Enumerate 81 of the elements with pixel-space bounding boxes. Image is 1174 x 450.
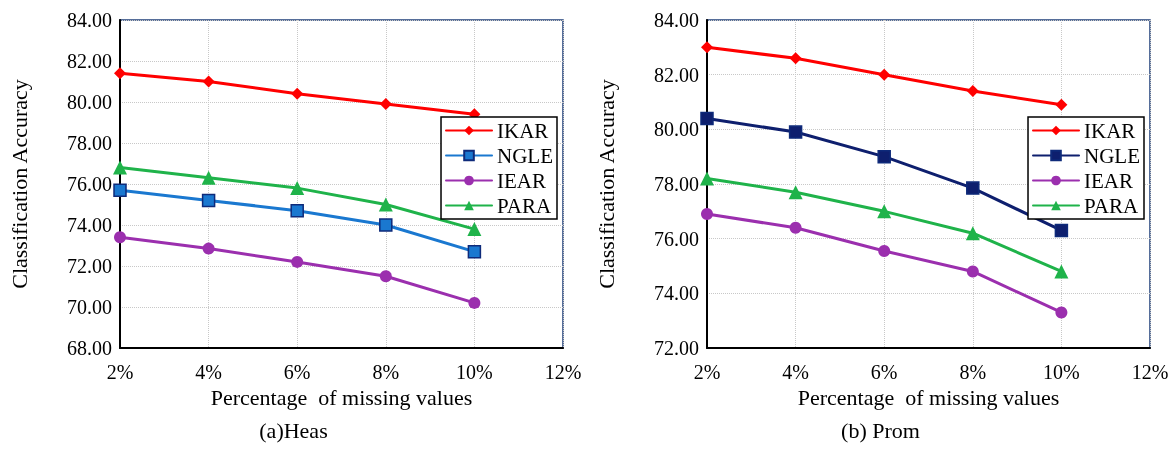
x-tick-label: 10% <box>456 361 493 383</box>
point <box>468 296 481 309</box>
y-tick-label: 84.00 <box>654 9 699 31</box>
y-tick-label: 78.00 <box>654 173 699 195</box>
point <box>201 193 216 208</box>
point <box>290 203 304 218</box>
y-tick-label: 72.00 <box>654 337 699 359</box>
point <box>877 149 891 164</box>
legend-label: IKAR <box>1084 118 1136 143</box>
point <box>467 244 482 259</box>
y-tick-label: 74.00 <box>654 282 699 305</box>
x-tick-label: 12% <box>544 361 582 383</box>
legend-label: IEAR <box>497 168 547 193</box>
y-tick-label: 72.00 <box>67 255 112 277</box>
point <box>202 75 215 88</box>
point <box>701 41 713 54</box>
y-tick-label: 76.00 <box>67 173 112 195</box>
point <box>789 52 802 65</box>
point <box>700 111 714 126</box>
point <box>1055 306 1068 319</box>
point <box>291 255 304 268</box>
legend-label: IKAR <box>497 118 549 143</box>
x-tick-label: 6% <box>870 361 898 383</box>
y-tick-label: 78.00 <box>67 132 112 154</box>
y-axis-title: Classification Accuracy <box>593 79 619 289</box>
y-tick-label: 74.00 <box>67 214 112 236</box>
point <box>291 87 304 100</box>
y-tick-label: 82.00 <box>67 50 112 72</box>
point <box>379 218 393 232</box>
point <box>878 244 891 257</box>
legend-label: NGLE <box>497 143 554 168</box>
x-tick-label: 8% <box>959 361 987 383</box>
point <box>1055 98 1068 111</box>
x-tick-label: 2% <box>693 361 721 383</box>
legend-label: NGLE <box>1084 143 1141 168</box>
x-tick-label: 4% <box>782 361 809 383</box>
x-tick-label: 2% <box>106 361 134 383</box>
point <box>966 181 980 195</box>
point <box>700 171 714 186</box>
point <box>113 183 127 197</box>
point <box>202 242 215 255</box>
point <box>966 265 979 278</box>
x-tick-label: 8% <box>372 361 400 383</box>
x-axis-title: Percentage of missing values <box>797 385 1060 411</box>
text: (a)Heas <box>259 417 328 443</box>
point <box>1054 223 1069 238</box>
point <box>966 85 979 98</box>
x-tick-label: 4% <box>195 361 222 383</box>
point <box>878 68 891 81</box>
point <box>789 221 802 234</box>
x-tick-label: 12% <box>1131 361 1169 383</box>
point <box>788 125 803 139</box>
y-tick-label: 82.00 <box>654 63 699 86</box>
y-axis-title: Classification Accuracy <box>6 79 32 289</box>
point <box>379 270 392 283</box>
legend-label: PARA <box>497 193 552 218</box>
y-tick-label: 76.00 <box>654 227 699 250</box>
y-tick-label: 80.00 <box>654 118 699 141</box>
point <box>378 197 393 212</box>
point <box>467 222 482 237</box>
x-tick-label: 10% <box>1043 361 1080 383</box>
legend-label: PARA <box>1084 193 1139 218</box>
y-tick-label: 68.00 <box>67 337 112 359</box>
point <box>877 204 892 219</box>
text: (b) Prom <box>841 417 920 443</box>
point <box>788 185 803 200</box>
y-tick-label: 80.00 <box>67 91 112 113</box>
x-axis-title: Percentage of missing values <box>210 385 473 411</box>
y-tick-label: 70.00 <box>67 296 112 318</box>
point <box>701 208 713 221</box>
point <box>290 181 305 196</box>
point <box>114 67 126 80</box>
y-tick-label: 84.00 <box>67 9 112 31</box>
point <box>113 160 127 175</box>
point <box>965 226 980 241</box>
point <box>114 231 126 244</box>
point <box>1054 264 1069 279</box>
x-tick-label: 6% <box>283 361 311 383</box>
legend-label: IEAR <box>1084 168 1134 193</box>
point <box>201 170 216 185</box>
point <box>379 98 392 111</box>
